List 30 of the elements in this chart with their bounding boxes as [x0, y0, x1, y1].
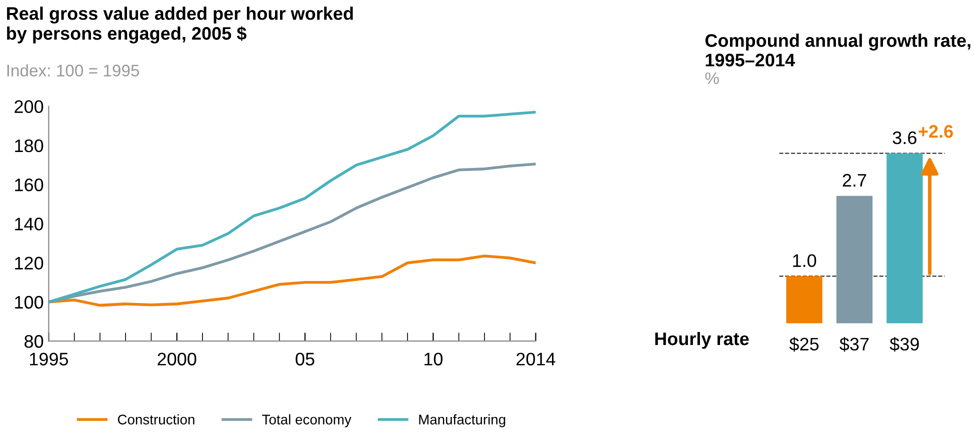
legend-label: Construction: [118, 414, 194, 424]
data-label: 2.7: [842, 174, 866, 187]
x-axis-title: Hourly rate: [655, 332, 749, 349]
x-tick-label: $25: [789, 336, 819, 352]
chart-subtitle: Index: 100 = 1995: [7, 64, 140, 76]
chart-title: Real gross value added per hour worked by persons engaged, 2005 $: [7, 6, 353, 44]
data-label: 3.6: [892, 131, 916, 144]
annotation: +2.6: [918, 125, 953, 138]
x-tick-label: 05: [296, 352, 314, 366]
data-label: 1.0: [793, 254, 816, 268]
y-tick-label: 100: [15, 296, 44, 309]
chart-subtitle: %: [705, 72, 719, 84]
y-tick-label: 80: [24, 335, 44, 348]
line-series: [48, 110, 536, 304]
x-tick-label: 10: [424, 352, 443, 366]
x-tick-label: 2014: [516, 352, 556, 366]
y-tick-label: 180: [15, 139, 44, 152]
y-tick-label: 200: [14, 100, 44, 114]
x-tick-label: $37: [840, 336, 869, 352]
line-series: [48, 162, 536, 304]
x-tick-label: $39: [890, 336, 919, 352]
line-series: [48, 254, 536, 307]
y-tick-label: 160: [15, 178, 44, 192]
legend-label: Manufacturing: [419, 414, 506, 428]
x-tick-label: 2000: [158, 352, 196, 366]
chart-title: Compound annual growth rate, 1995–2014: [705, 34, 970, 66]
y-tick-label: 140: [15, 218, 44, 230]
legend-label: Total economy: [262, 414, 352, 428]
y-tick-label: 120: [15, 256, 44, 270]
x-tick-label: 1995: [30, 352, 68, 366]
